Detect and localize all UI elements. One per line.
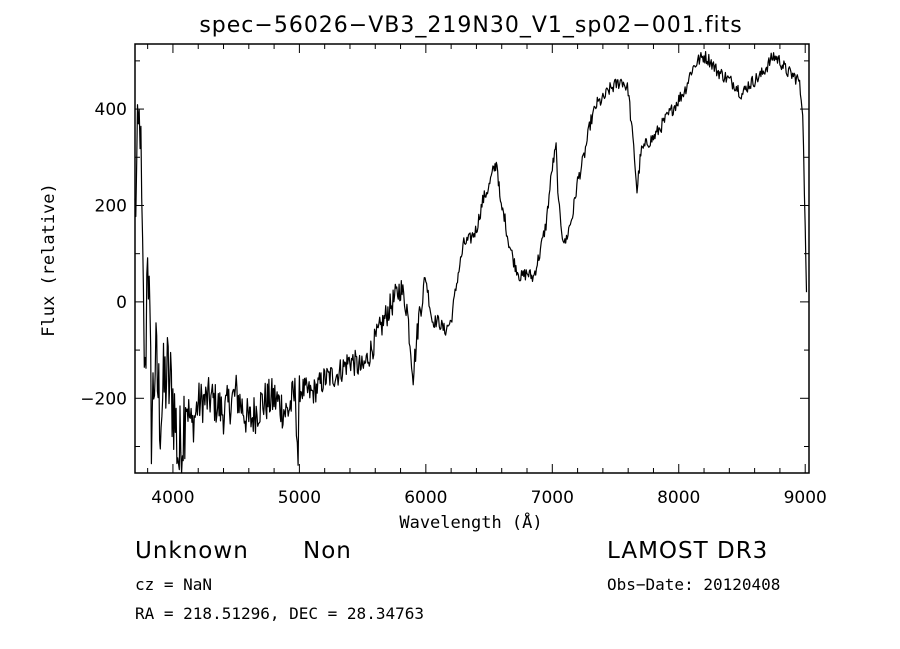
- chart-title: spec−56026−VB3_219N30_V1_sp02−001.fits: [199, 13, 742, 38]
- y-tick-label: 400: [95, 100, 127, 120]
- axis-tick-labels: 4000 5000 6000 7000 8000 9000 −200 0 200 400: [80, 100, 827, 508]
- x-tick-label: 7000: [531, 488, 574, 508]
- x-tick-label: 4000: [151, 488, 194, 508]
- spectrum-line: [134, 51, 808, 474]
- x-tick-label: 8000: [657, 488, 700, 508]
- x-axis-label: Wavelength (Å): [399, 511, 542, 533]
- x-tick-label: 5000: [278, 488, 321, 508]
- object-subclass: Non: [303, 538, 352, 564]
- survey-label: LAMOST DR3: [607, 538, 769, 564]
- coordinates: RA = 218.51296, DEC = 28.34763: [135, 604, 424, 623]
- x-tick-label: 9000: [784, 488, 827, 508]
- y-axis-label: Flux (relative): [39, 183, 59, 337]
- plot-frame: [134, 43, 810, 474]
- y-tick-label: 0: [116, 293, 127, 313]
- observation-date: Obs−Date: 20120408: [607, 575, 781, 594]
- object-class: Unknown: [135, 538, 249, 564]
- redshift-value: cz = NaN: [135, 575, 213, 594]
- y-tick-label: −200: [80, 389, 127, 409]
- x-tick-label: 6000: [404, 488, 447, 508]
- y-tick-label: 200: [95, 196, 127, 216]
- axis-ticks: [135, 44, 809, 473]
